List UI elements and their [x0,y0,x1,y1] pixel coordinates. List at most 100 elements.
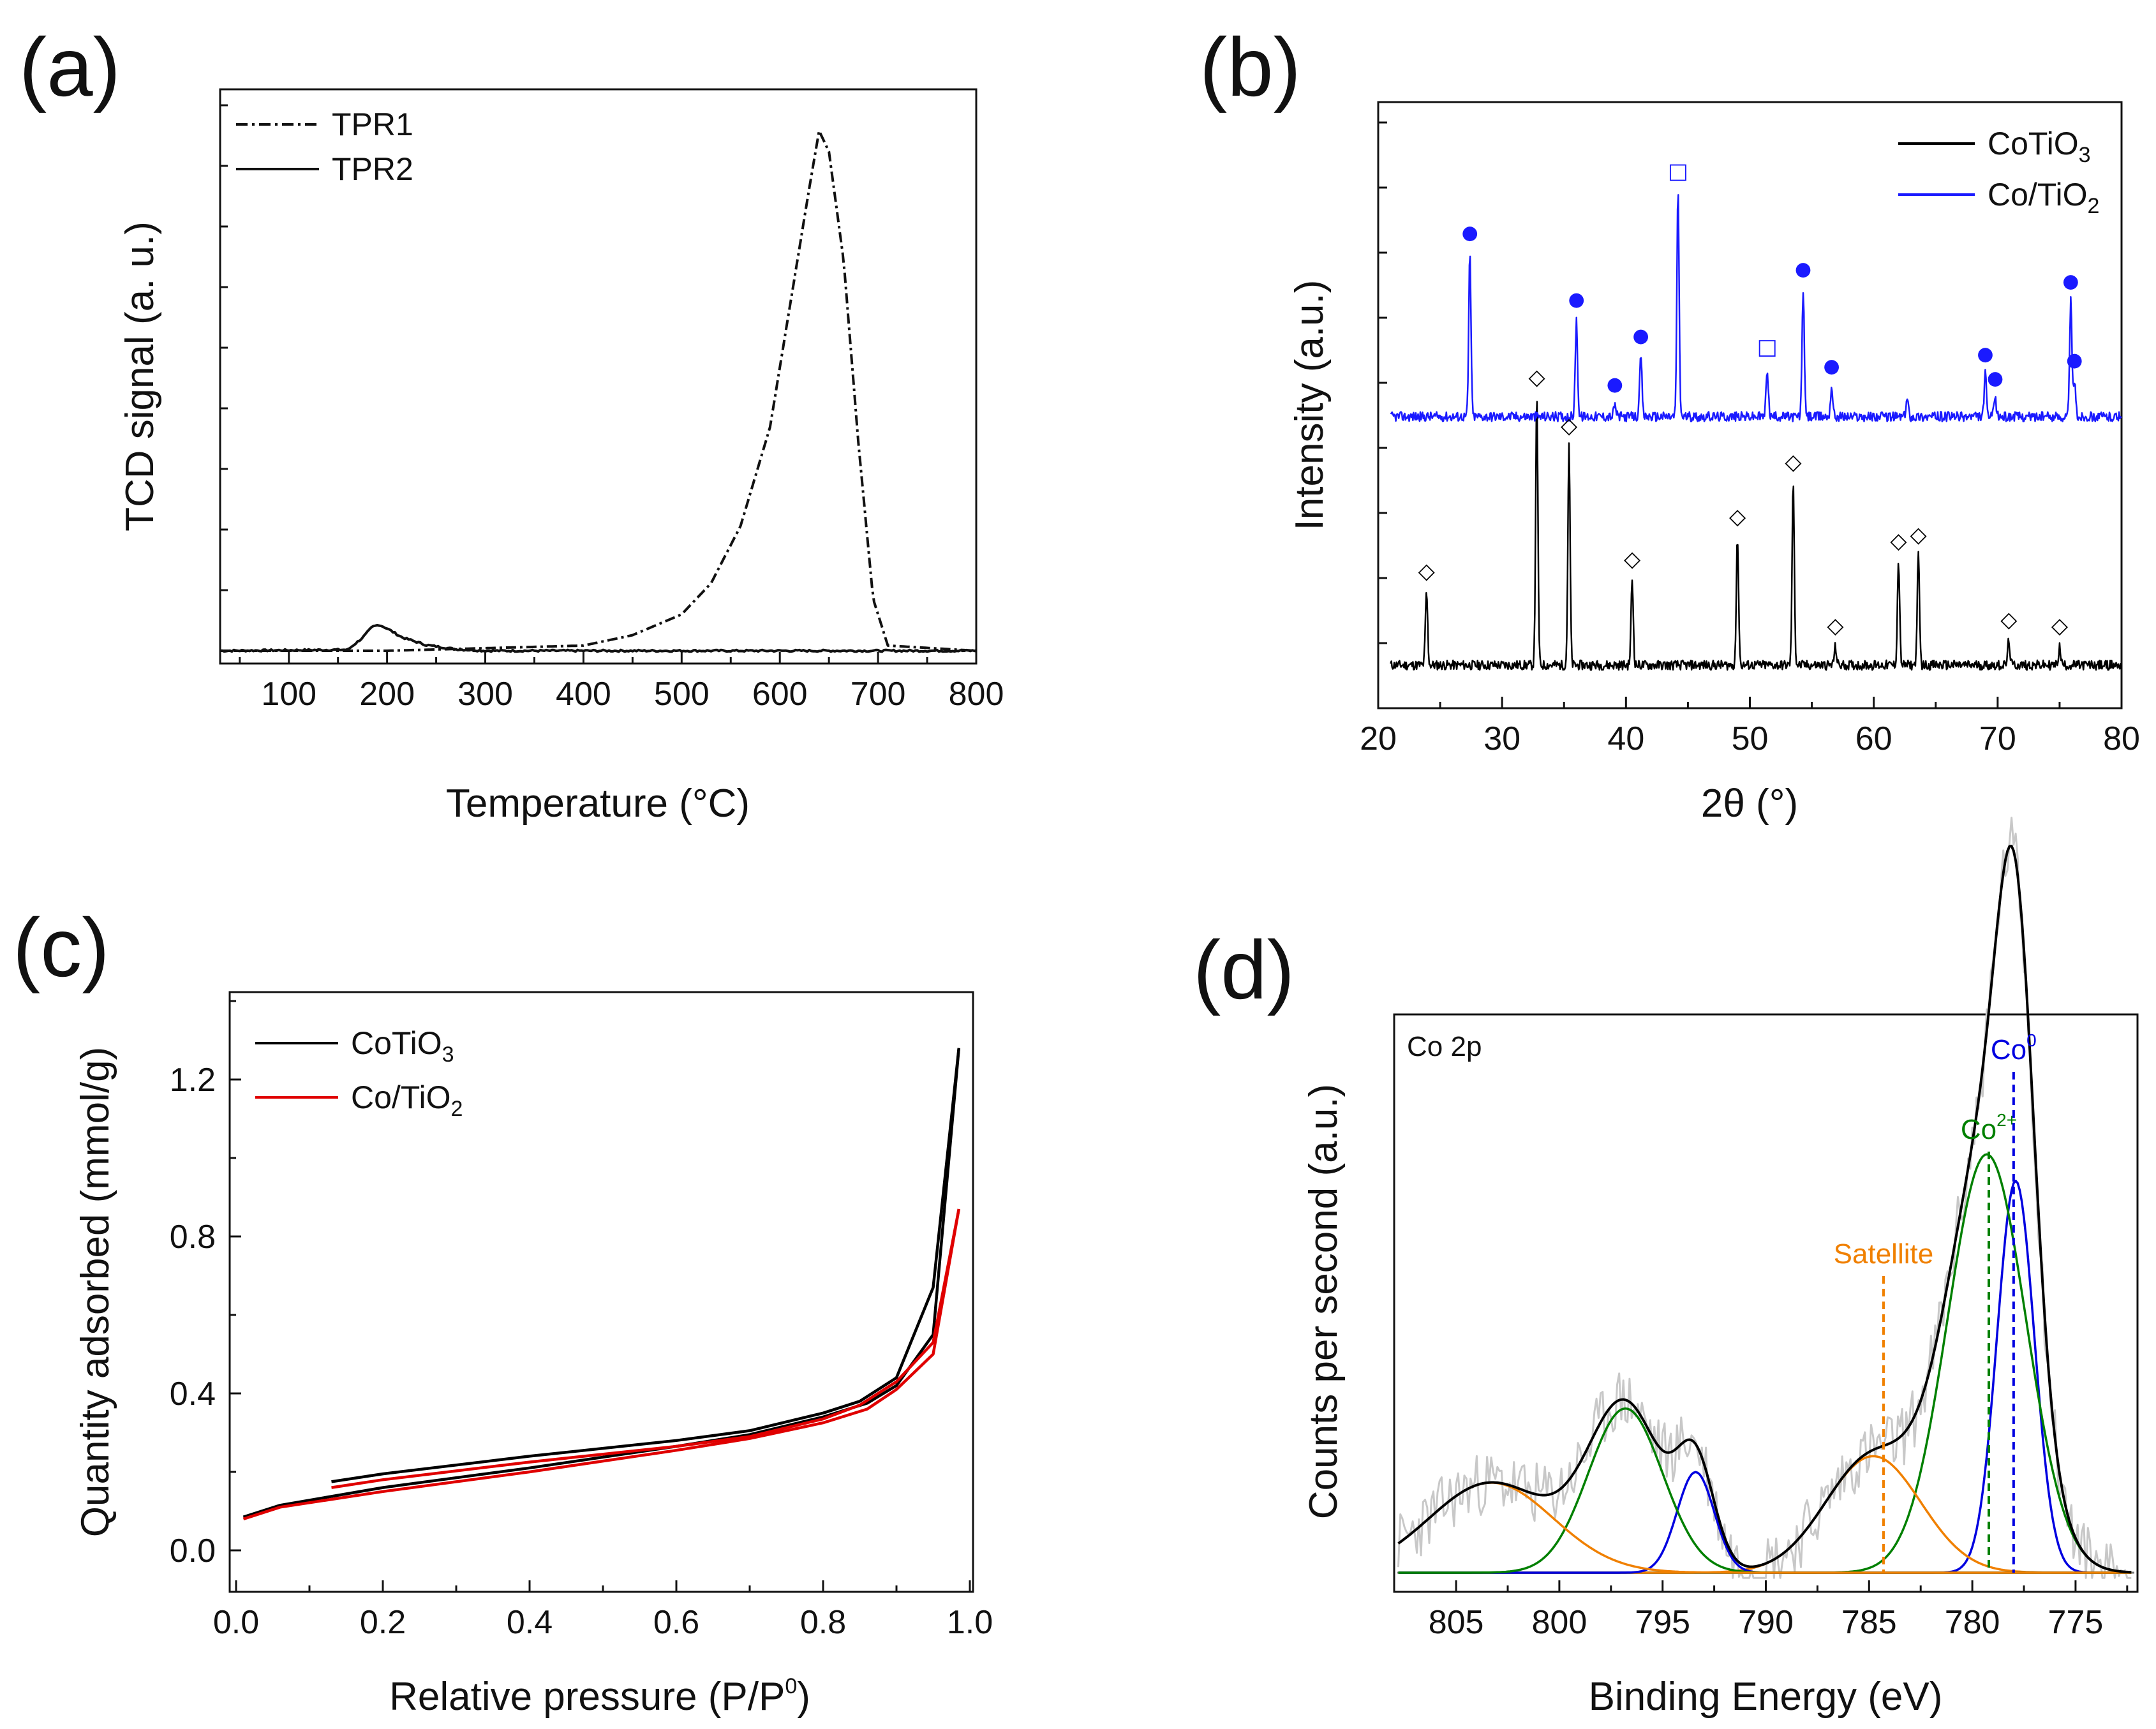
panel-a-x-ticks: 100 200 300 400 500 600 700 800 [239,652,1004,713]
x-tick-label-50: 50 [1732,720,1769,757]
series-1-line [331,1048,961,1483]
phase-marker-1-11: ● [2066,349,2083,371]
panel-d-plot-frame [1393,1013,2139,1593]
x-tick-label-0.0: 0.0 [213,1604,259,1641]
x-tick-label-100: 100 [261,676,316,713]
panel-b-phase-markers: ◇◇◇◇◇◇◇◇ ◇◇ ◇●●●●□□●●●●●● [1418,159,2083,639]
phase-marker-1-2: ● [1607,373,1623,396]
phase-marker-1-9: ● [1987,367,2004,390]
panel-d-annotations: Satellite Co2+ Co0 [1834,1030,2037,1573]
panel-d-y-axis-title: Counts per second (a.u.) [1302,1084,1346,1519]
panel-b-x-ticks: 20 30 40 50 60 70 80 [1360,697,2140,757]
panel-a-y-axis-title: TCD signal (a. u.) [118,221,162,531]
series-tpr1-line [220,130,977,652]
x-tick-label-785: 785 [1841,1604,1897,1641]
panel-a-x-axis-title: Temperature (°C) [446,782,750,826]
y-tick-label-0.4: 0.4 [170,1376,216,1413]
panel-a-plot-frame [219,88,978,665]
x-tick-label-795: 795 [1635,1604,1690,1641]
phase-marker-0-6: ◇ [1827,613,1844,639]
phase-marker-0-2: ◇ [1561,413,1578,439]
y-tick-label-1.2: 1.2 [170,1062,216,1099]
x-tick-label-1.0: 1.0 [947,1604,993,1641]
panel-d-title: Co 2p [1407,1031,1482,1062]
x-tick-label-20: 20 [1360,720,1397,757]
panel-a-y-ticks [220,104,228,652]
component-5-line [1397,1481,2132,1574]
series-2-line [242,1208,961,1520]
phase-marker-1-8: ● [1977,343,1993,366]
envelope-line [1397,845,2132,1574]
phase-marker-0-10: ◇ [2051,613,2069,639]
panel-c-isotherm-chart: (c) 0.0 0.2 0.4 0.6 0.8 1.0 0.0 0.4 0.8 1.2 CoTi… [13,901,993,1719]
series-cotio3-line [1390,401,2122,671]
x-tick-label-0.8: 0.8 [800,1604,846,1641]
x-tick-label-0.4: 0.4 [507,1604,553,1641]
series-3-line [331,1208,961,1489]
phase-marker-0-4: ◇ [1729,504,1746,530]
phase-marker-0-7: ◇ [1890,528,1907,554]
phase-marker-0-8: ◇ [1910,523,1927,548]
legend-label-co-tio2: Co/TiO2 [1988,177,2099,218]
panel-c-curves [242,1048,961,1520]
phase-marker-1-7: ● [1824,355,1840,378]
annotation-label-1: Co2+ [1961,1110,2017,1145]
panel-d-label: (d) [1193,923,1295,1016]
phase-marker-1-4: □ [1668,159,1688,184]
legend-label-tpr2: TPR2 [332,151,413,187]
x-tick-label-40: 40 [1607,720,1644,757]
series-tpr2-line [219,624,977,653]
annotation-label-2: Co0 [1991,1030,2037,1065]
x-tick-label-775: 775 [2048,1604,2104,1641]
panel-b-y-ticks [1378,121,1387,644]
phase-marker-0-9: ◇ [2000,607,2018,633]
panel-d-xps-chart: (d) Co 2p 805 800 795 790 785 780 775 Satellit… [1193,817,2139,1719]
x-tick-label-60: 60 [1855,720,1892,757]
x-tick-label-400: 400 [556,676,611,713]
panel-b-y-axis-title: Intensity (a.u.) [1288,280,1332,531]
phase-marker-1-3: ● [1633,325,1649,347]
x-tick-label-200: 200 [359,676,415,713]
phase-marker-0-0: ◇ [1418,559,1436,584]
component-1-line [1398,1153,2132,1574]
component-0-line [1398,1180,2132,1574]
panel-a-tpr-chart: (a) 100 200 300 400 500 600 700 800 TPR1 TPR2 T… [19,20,1004,826]
panel-c-y-axis-title: Quantity adsorbed (mmol/g) [73,1047,117,1537]
x-tick-label-80: 80 [2103,720,2140,757]
panel-b-x-axis-title: 2θ (°) [1701,782,1798,826]
panel-d-x-axis-title: Binding Energy (eV) [1589,1675,1943,1719]
x-tick-label-0.2: 0.2 [360,1604,406,1641]
phase-marker-1-5: □ [1757,334,1778,360]
x-tick-label-30: 30 [1483,720,1520,757]
panel-c-x-ticks: 0.0 0.2 0.4 0.6 0.8 1.0 [213,1580,993,1641]
x-tick-label-790: 790 [1738,1604,1794,1641]
phase-marker-0-1: ◇ [1528,365,1545,390]
legend-label-tpr1: TPR1 [332,107,413,142]
phase-marker-1-10: ● [2062,271,2079,293]
x-tick-label-0.6: 0.6 [653,1604,699,1641]
x-tick-label-70: 70 [1979,720,2016,757]
panel-a-label: (a) [19,20,121,114]
phase-marker-1-0: ● [1462,222,1478,244]
annotation-label-0: Satellite [1834,1238,1934,1270]
x-tick-label-500: 500 [654,676,710,713]
x-tick-label-600: 600 [752,676,808,713]
panel-b-label: (b) [1200,20,1301,114]
panel-c-label: (c) [13,901,110,994]
x-tick-label-800: 800 [1532,1604,1587,1641]
panel-c-x-axis-title: Relative pressure (P/P0) [389,1674,810,1719]
phase-marker-1-6: ● [1795,258,1811,281]
legend-label-co-tio2-c: Co/TiO2 [351,1080,463,1121]
legend-label-cotio3-c: CoTiO3 [351,1025,454,1067]
x-tick-label-700: 700 [851,676,906,713]
panel-d-x-ticks: 805 800 795 790 785 780 775 [1429,1580,2129,1641]
phase-marker-0-3: ◇ [1624,547,1641,572]
x-tick-label-780: 780 [1945,1604,2000,1641]
panel-a-curves [219,130,977,653]
series-0-line [242,1048,961,1518]
x-tick-label-300: 300 [457,676,513,713]
y-tick-label-0.8: 0.8 [170,1219,216,1256]
legend-label-cotio3: CoTiO3 [1988,126,2091,167]
panel-d-curves [1397,817,2134,1579]
